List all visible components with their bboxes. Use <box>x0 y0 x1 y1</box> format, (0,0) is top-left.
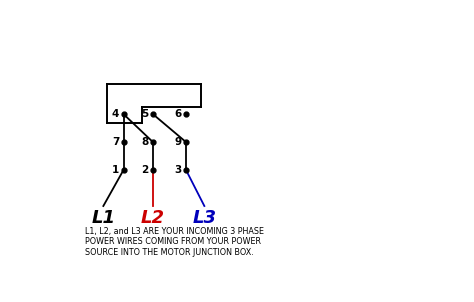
Text: 4: 4 <box>112 109 119 119</box>
Text: L3: L3 <box>192 210 216 227</box>
Text: L1: L1 <box>91 210 115 227</box>
Text: L2: L2 <box>141 210 165 227</box>
Text: 3: 3 <box>174 165 182 175</box>
Text: L1, L2, and L3 ARE YOUR INCOMING 3 PHASE
POWER WIRES COMING FROM YOUR POWER
SOUR: L1, L2, and L3 ARE YOUR INCOMING 3 PHASE… <box>85 227 264 257</box>
Text: 6: 6 <box>174 109 182 119</box>
Text: 5: 5 <box>141 109 148 119</box>
Text: 9: 9 <box>174 137 182 147</box>
Text: 8: 8 <box>141 137 148 147</box>
Text: 2: 2 <box>141 165 148 175</box>
Text: 1: 1 <box>112 165 119 175</box>
Text: 7: 7 <box>112 137 119 147</box>
